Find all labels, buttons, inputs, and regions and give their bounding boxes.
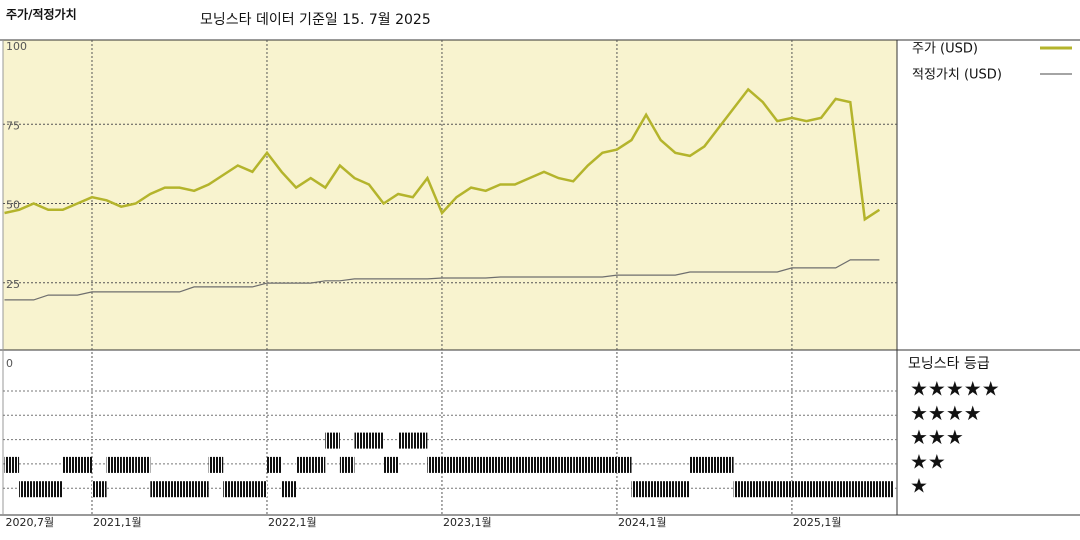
series-line <box>4 259 880 301</box>
rating-bar <box>660 481 676 498</box>
y-tick-label: 0 <box>6 357 13 370</box>
rating-bar <box>514 456 530 473</box>
rating-bar <box>325 432 340 449</box>
rating-bar <box>194 481 209 498</box>
rating-bar <box>77 456 92 473</box>
rating-bar <box>441 456 457 473</box>
rating-bar <box>777 481 792 498</box>
x-tick-label: 2025,1월 <box>793 516 842 529</box>
rating-bar <box>675 481 690 498</box>
rating-bar <box>719 456 734 473</box>
rating-bar <box>296 456 311 473</box>
rating-bar <box>529 456 545 473</box>
x-tick-label: 2023,1월 <box>443 516 492 529</box>
rating-bar <box>427 456 442 473</box>
rating-bar <box>850 481 865 498</box>
rating-bar <box>821 481 836 498</box>
rating-bar <box>646 481 661 498</box>
rating-bar <box>471 456 486 473</box>
rating-bar <box>456 456 472 473</box>
rating-bar <box>762 481 778 498</box>
rating-bar <box>237 481 253 498</box>
rating-bar <box>383 456 399 473</box>
rating-bar <box>616 456 632 473</box>
rating-bar <box>369 432 384 449</box>
rating-bar <box>164 481 180 498</box>
rating-bar <box>704 456 720 473</box>
rating-bar <box>573 456 588 473</box>
rating-bar <box>281 481 297 498</box>
rating-bar <box>689 456 705 473</box>
rating-bar <box>791 481 807 498</box>
y-tick-label: 50 <box>6 199 20 212</box>
x-tick-label: 2021,1월 <box>93 516 142 529</box>
rating-level-label: ★★ <box>910 449 946 473</box>
rating-bar <box>62 456 78 473</box>
chart-title: 주가/적정가치 <box>6 7 77 22</box>
y-tick-label: 75 <box>6 119 20 132</box>
chart-subtitle: 모닝스타 데이터 기준일 15. 7월 2025 <box>200 12 431 28</box>
rating-level-label: ★★★ <box>910 425 964 449</box>
rating-bar <box>223 481 238 498</box>
rating-title: 모닝스타 등급 <box>908 356 990 372</box>
rating-bar <box>587 456 603 473</box>
rating-bar <box>310 456 326 473</box>
rating-bar <box>252 481 267 498</box>
series-line <box>4 87 881 222</box>
plot-background <box>3 40 897 350</box>
x-tick-label: 2020,7월 <box>6 516 55 529</box>
rating-level-label: ★ <box>910 474 928 498</box>
rating-level-label: ★★★★ <box>910 401 982 425</box>
x-tick-label: 2024,1월 <box>618 516 667 529</box>
rating-bar <box>485 456 501 473</box>
rating-bar <box>150 481 165 498</box>
rating-bar <box>266 456 282 473</box>
rating-bar <box>339 456 355 473</box>
rating-bar <box>4 456 20 473</box>
rating-bar <box>33 481 49 498</box>
x-tick-label: 2022,1월 <box>268 516 317 529</box>
y-tick-label: 25 <box>6 278 20 291</box>
y-tick-label: 100 <box>6 40 27 53</box>
rating-bar <box>179 481 195 498</box>
rating-bar <box>864 481 880 498</box>
rating-bar <box>806 481 822 498</box>
legend-label: 적정가치 (USD) <box>912 68 1002 83</box>
rating-bar <box>135 456 151 473</box>
rating-bar <box>48 481 63 498</box>
rating-bar <box>733 481 749 498</box>
rating-bar <box>106 456 122 473</box>
rating-bar <box>835 481 851 498</box>
rating-bar <box>354 432 370 449</box>
rating-bar <box>544 456 559 473</box>
rating-bar <box>398 432 413 449</box>
rating-bar <box>500 456 515 473</box>
rating-bar <box>19 481 34 498</box>
rating-bar <box>412 432 428 449</box>
rating-bar <box>748 481 763 498</box>
rating-bar <box>879 481 894 498</box>
rating-bar <box>602 456 617 473</box>
legend-label: 주가 (USD) <box>912 42 978 57</box>
rating-bar <box>121 456 136 473</box>
rating-bar <box>208 456 224 473</box>
rating-bar <box>631 481 647 498</box>
rating-level-label: ★★★★★ <box>910 377 1000 401</box>
rating-bar <box>558 456 574 473</box>
rating-bar <box>91 481 107 498</box>
